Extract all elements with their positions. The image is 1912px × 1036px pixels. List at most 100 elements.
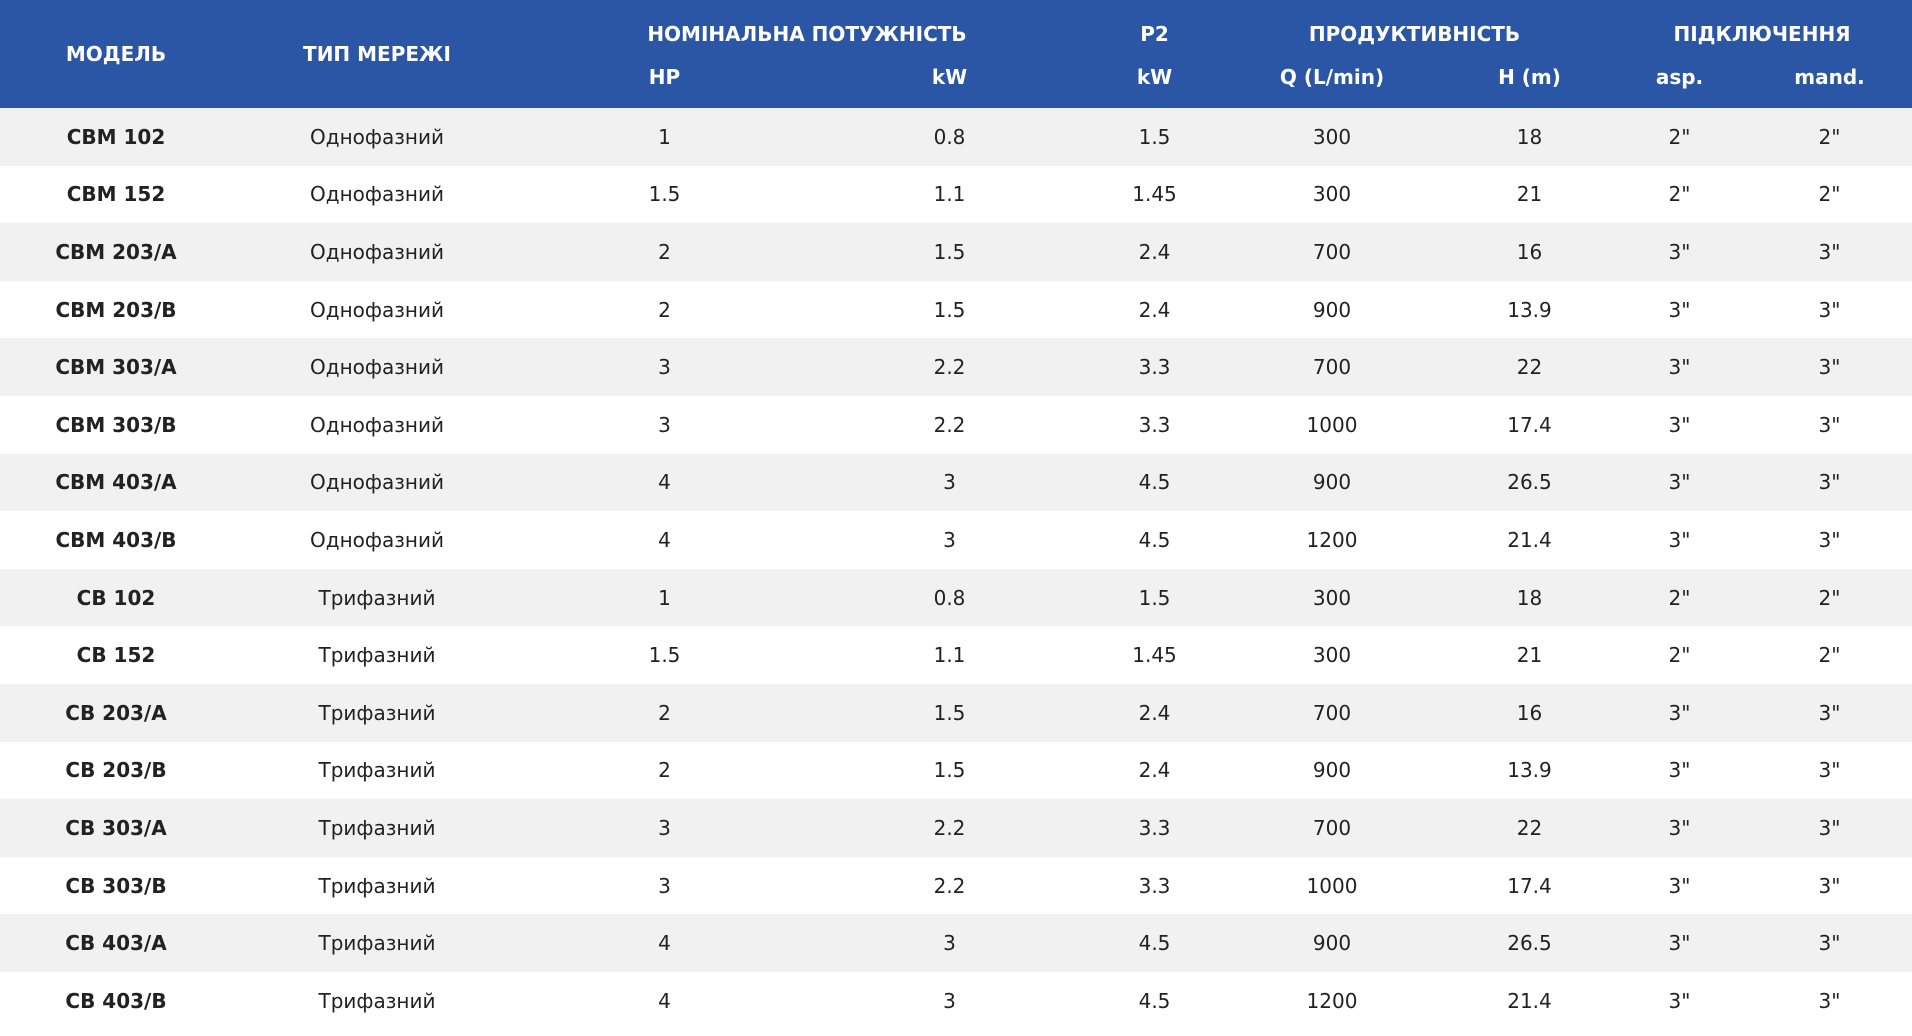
cell-q: 700	[1217, 223, 1447, 281]
cell-network-type: Трифазний	[232, 971, 522, 1030]
cell-h: 21.4	[1447, 971, 1613, 1030]
cell-model: CB 203/A	[0, 683, 232, 742]
cell-mand: 3"	[1747, 741, 1912, 800]
cell-p2: 1.5	[1092, 108, 1217, 166]
header-model: МОДЕЛЬ	[0, 0, 232, 108]
cell-asp: 3"	[1612, 453, 1748, 512]
cell-hp: 1	[522, 108, 807, 166]
cell-hp: 3	[522, 338, 807, 396]
cell-model: CB 203/B	[0, 741, 232, 800]
cell-model: CB 152	[0, 626, 232, 684]
cell-h: 17.4	[1447, 856, 1613, 915]
cell-q: 1200	[1217, 511, 1447, 569]
table-row: CB 102 Трифазний 1 0.8 1.5 300 18 2" 2"	[0, 568, 1912, 627]
cell-kw: 1.5	[807, 741, 1092, 800]
cell-q: 900	[1217, 914, 1447, 972]
cell-p2: 2.4	[1092, 223, 1217, 281]
cell-mand: 3"	[1747, 799, 1912, 857]
header-nominal-power: НОМІНАЛЬНА ПОТУЖНІСТЬ	[522, 0, 1092, 46]
cell-p2: 1.45	[1092, 626, 1217, 684]
cell-model: CBM 403/B	[0, 511, 232, 569]
cell-model: CBM 403/A	[0, 453, 232, 512]
cell-network-type: Трифазний	[232, 683, 522, 742]
cell-kw: 2.2	[807, 338, 1092, 396]
cell-model: CB 102	[0, 568, 232, 627]
cell-asp: 3"	[1612, 280, 1748, 339]
cell-kw: 1.5	[807, 223, 1092, 281]
cell-q: 900	[1217, 280, 1447, 339]
cell-h: 21	[1447, 626, 1613, 684]
cell-hp: 3	[522, 395, 807, 454]
cell-p2: 3.3	[1092, 799, 1217, 857]
cell-mand: 3"	[1747, 395, 1912, 454]
cell-network-type: Трифазний	[232, 741, 522, 800]
cell-hp: 1.5	[522, 165, 807, 224]
cell-asp: 3"	[1612, 223, 1748, 281]
cell-h: 16	[1447, 683, 1613, 742]
cell-kw: 0.8	[807, 108, 1092, 166]
cell-asp: 3"	[1612, 971, 1748, 1030]
cell-p2: 2.4	[1092, 280, 1217, 339]
cell-network-type: Однофазний	[232, 223, 522, 281]
cell-kw: 3	[807, 914, 1092, 972]
cell-hp: 3	[522, 856, 807, 915]
cell-asp: 3"	[1612, 338, 1748, 396]
cell-network-type: Однофазний	[232, 165, 522, 224]
cell-network-type: Однофазний	[232, 453, 522, 512]
cell-asp: 2"	[1612, 568, 1748, 627]
header-p2: P2	[1092, 0, 1217, 46]
table-row: CB 203/A Трифазний 2 1.5 2.4 700 16 3" 3"	[0, 683, 1912, 742]
cell-h: 21	[1447, 165, 1613, 224]
cell-q: 300	[1217, 165, 1447, 224]
table-row: CBM 203/B Однофазний 2 1.5 2.4 900 13.9 3" 3"	[0, 280, 1912, 339]
cell-network-type: Однофазний	[232, 108, 522, 166]
cell-q: 900	[1217, 453, 1447, 512]
header-row-bottom: HP kW kW Q (L/min) H (m) asp. mand.	[0, 46, 1912, 108]
table-row: CB 152 Трифазний 1.5 1.1 1.45 300 21 2" 2"	[0, 626, 1912, 684]
cell-network-type: Однофазний	[232, 280, 522, 339]
header-q: Q (L/min)	[1217, 46, 1447, 108]
cell-hp: 1	[522, 568, 807, 627]
cell-h: 22	[1447, 338, 1613, 396]
cell-asp: 2"	[1612, 626, 1748, 684]
cell-kw: 3	[807, 453, 1092, 512]
cell-model: CB 403/B	[0, 971, 232, 1030]
cell-h: 17.4	[1447, 395, 1613, 454]
table-row: CB 303/A Трифазний 3 2.2 3.3 700 22 3" 3"	[0, 799, 1912, 857]
cell-network-type: Трифазний	[232, 568, 522, 627]
cell-asp: 3"	[1612, 914, 1748, 972]
cell-hp: 1.5	[522, 626, 807, 684]
table-row: CB 203/B Трифазний 2 1.5 2.4 900 13.9 3" 3"	[0, 741, 1912, 800]
cell-network-type: Трифазний	[232, 914, 522, 972]
cell-q: 900	[1217, 741, 1447, 800]
cell-asp: 3"	[1612, 395, 1748, 454]
cell-p2: 3.3	[1092, 395, 1217, 454]
cell-model: CBM 203/A	[0, 223, 232, 281]
cell-h: 22	[1447, 799, 1613, 857]
cell-p2: 3.3	[1092, 856, 1217, 915]
cell-q: 1200	[1217, 971, 1447, 1030]
cell-asp: 2"	[1612, 165, 1748, 224]
table-row: CBM 152 Однофазний 1.5 1.1 1.45 300 21 2" 2"	[0, 165, 1912, 224]
cell-asp: 2"	[1612, 108, 1748, 166]
cell-h: 21.4	[1447, 511, 1613, 569]
cell-p2: 4.5	[1092, 971, 1217, 1030]
cell-h: 18	[1447, 108, 1613, 166]
cell-q: 1000	[1217, 395, 1447, 454]
table-row: CB 403/B Трифазний 4 3 4.5 1200 21.4 3" 3"	[0, 971, 1912, 1030]
header-mand: mand.	[1747, 46, 1912, 108]
cell-asp: 3"	[1612, 799, 1748, 857]
cell-model: CB 403/A	[0, 914, 232, 972]
cell-h: 13.9	[1447, 280, 1613, 339]
cell-mand: 2"	[1747, 568, 1912, 627]
cell-model: CBM 303/A	[0, 338, 232, 396]
cell-network-type: Трифазний	[232, 856, 522, 915]
cell-asp: 3"	[1612, 741, 1748, 800]
cell-q: 700	[1217, 799, 1447, 857]
cell-kw: 1.5	[807, 280, 1092, 339]
cell-q: 700	[1217, 683, 1447, 742]
cell-kw: 2.2	[807, 395, 1092, 454]
cell-kw: 1.1	[807, 165, 1092, 224]
cell-mand: 3"	[1747, 914, 1912, 972]
